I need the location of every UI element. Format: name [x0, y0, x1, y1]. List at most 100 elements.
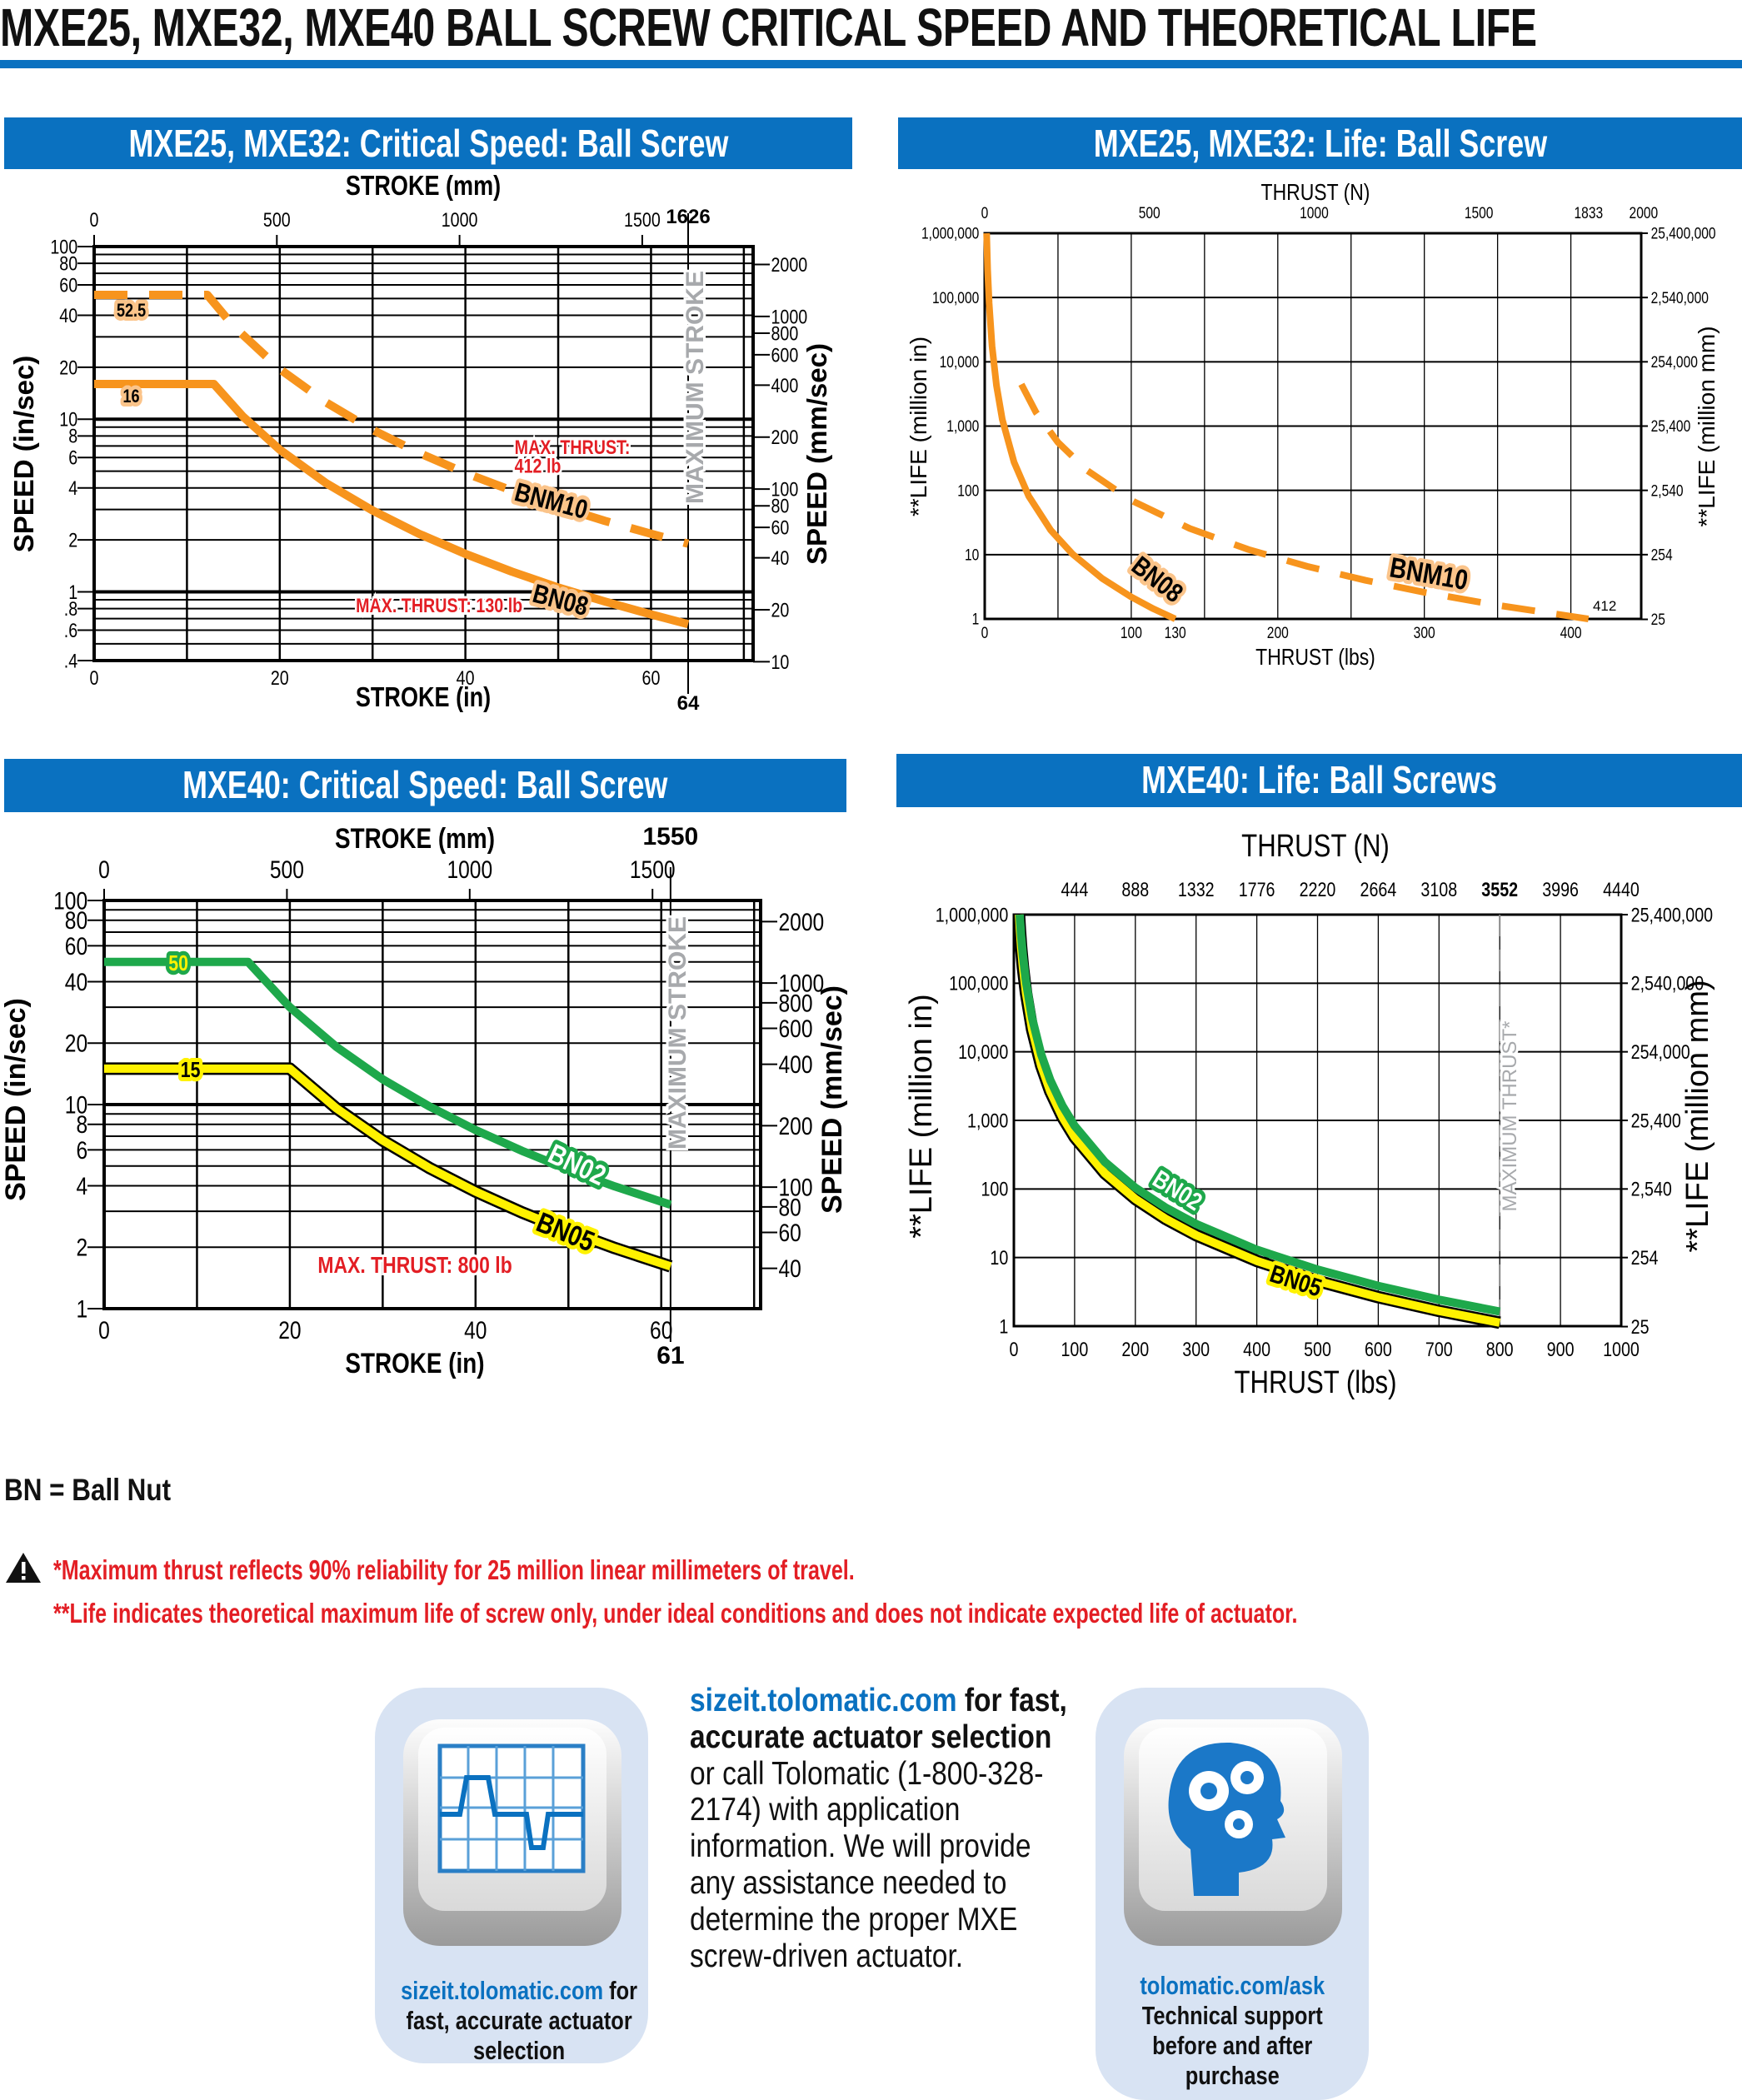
- y2-tick-label: 25: [1631, 1315, 1650, 1338]
- series-label-bn08: BN08: [530, 580, 591, 622]
- x-tick-label: 900: [1547, 1338, 1575, 1360]
- sizeit-card[interactable]: sizeit.tolomatic.com for fast, accurate a…: [375, 1688, 648, 2065]
- y-tick-label: 2: [68, 529, 77, 551]
- x2-tick-label: 0: [98, 855, 110, 884]
- head-gears-keycap-icon: [1124, 1719, 1342, 1946]
- y2-tick-label: 40: [771, 546, 789, 569]
- x-tick-label: 130: [1165, 624, 1186, 642]
- x2-tick-label: 500: [1139, 204, 1161, 222]
- y-tick-label: 100,000: [932, 288, 979, 307]
- y2-tick-label: 400: [771, 374, 798, 397]
- y2-tick-label: 25,400: [1651, 417, 1691, 436]
- x-tick-label: 200: [1121, 1338, 1149, 1360]
- chart-tr: 0 100 130 200 300 400 0 500 1000 1500 1833 2000 1,00…: [906, 180, 1720, 671]
- x-axis-title: THRUST (lbs): [1255, 645, 1375, 671]
- x2-tick-label: 1833: [1575, 204, 1604, 222]
- x2-tick-label: 1500: [1465, 204, 1494, 222]
- plateau-label-bnm10: 52.5: [117, 301, 146, 321]
- x-tick-label: 40: [457, 666, 475, 689]
- ball-nut-legend-text: BN = Ball Nut: [4, 1473, 172, 1507]
- y-tick-label: 1,000,000: [936, 904, 1009, 926]
- x2-tick-label: 0: [90, 208, 99, 231]
- y2-tick-label: 254,000: [1651, 352, 1698, 371]
- x2-tick-label: 4440: [1603, 878, 1640, 900]
- x-tick-label: 0: [1010, 1338, 1019, 1360]
- y-tick-label: 2: [76, 1233, 87, 1261]
- series-line-bn08: [94, 380, 690, 629]
- support-card[interactable]: tolomatic.com/ask Technical support before…: [1096, 1688, 1369, 2100]
- y2-tick-label: 25,400,000: [1631, 904, 1713, 926]
- y-tick-label: 8: [76, 1110, 87, 1139]
- series-line-bn05: [104, 1064, 672, 1271]
- y2-tick-label: 1000: [771, 305, 807, 327]
- y2-tick-label: 20: [771, 599, 789, 621]
- x2-tick-label: 1776: [1239, 878, 1275, 900]
- x2-tick-label: 1500: [630, 855, 676, 884]
- y-tick-label: 4: [76, 1172, 87, 1200]
- panel-header-mxe25-life: MXE25, MXE32: Life: Ball Screw: [898, 117, 1742, 169]
- x2-tick-label: 888: [1121, 878, 1149, 900]
- y2-tick-label: 2,540: [1631, 1178, 1672, 1200]
- x-tick-label: 40: [464, 1316, 487, 1344]
- x-axis-title: STROKE (in): [345, 1347, 484, 1379]
- y2-tick-label: 25,400: [1631, 1110, 1681, 1132]
- x-tick-label: 500: [1304, 1338, 1331, 1360]
- x-axis-title: THRUST (lbs): [1235, 1365, 1397, 1400]
- max-marker-bottom-label: 64: [677, 692, 700, 715]
- y2-tick-label: 100: [771, 478, 798, 501]
- x-tick-label: 400: [1243, 1338, 1270, 1360]
- x2-tick-label: 1000: [442, 208, 478, 231]
- panel-header-mxe25-speed: MXE25, MXE32: Critical Speed: Ball Screw: [4, 117, 852, 169]
- x-tick-label: 200: [1267, 624, 1289, 642]
- card-text: for: [603, 1976, 638, 2005]
- tick-labels: 0 20 40 600 500 1000 1500100806040201086421.8.…: [50, 208, 807, 689]
- max-thrust-label-bn08: MAX. THRUST: 130 lb: [356, 594, 522, 616]
- panel-header-mxe40-life: MXE40: Life: Ball Screws: [896, 754, 1742, 807]
- y-tick-label: 4: [68, 476, 77, 499]
- y-tick-label: 20: [65, 1029, 87, 1057]
- y-axis-title: SPEED (in/sec): [8, 356, 39, 553]
- chart-br: MAXIMUM THRUST* 0 100 200 300 400 500 600 700 800…: [904, 829, 1715, 1400]
- page-title-text: MXE25, MXE32, MXE40 BALL SCREW CRITICAL …: [0, 0, 1537, 57]
- note-text: *Maximum thrust reflects 90% reliability…: [53, 1554, 855, 1585]
- life-note: **Life indicates theoretical maximum lif…: [53, 1598, 1690, 1629]
- plateau-label-bn05: 15: [181, 1058, 201, 1083]
- sizeit-link[interactable]: sizeit.tolomatic.com: [690, 1683, 957, 1718]
- x2-tick-label: 3552: [1481, 878, 1518, 900]
- title-divider: [0, 60, 1742, 68]
- sizing-chart-keycap-icon: [403, 1719, 621, 1946]
- y-tick-label: 1,000: [946, 417, 979, 436]
- y2-tick-label: 254: [1631, 1246, 1659, 1269]
- y2-tick-label: 400: [778, 1050, 812, 1079]
- y-tick-label: 100: [53, 886, 87, 915]
- sizeit-link[interactable]: sizeit.tolomatic.com: [401, 1976, 604, 2005]
- x-tick-label: 300: [1182, 1338, 1210, 1360]
- y-tick-label: 10: [990, 1246, 1008, 1269]
- x-tick-label: 20: [278, 1316, 301, 1344]
- y-tick-label: 6: [68, 446, 77, 469]
- y-axis-title: SPEED (in/sec): [0, 998, 32, 1201]
- y2-axis-title: **LIFE (million mm): [1694, 326, 1720, 526]
- x2-tick-label: 3108: [1420, 878, 1457, 900]
- y-tick-label: 100,000: [949, 972, 1008, 995]
- max-thrust-value: 412 lb: [515, 455, 562, 477]
- y2-tick-label: 60: [771, 516, 789, 539]
- x2-tick-label: 500: [263, 208, 291, 231]
- x2-tick-label: 1500: [624, 208, 661, 231]
- max-marker-label: MAXIMUM STROKE: [664, 916, 691, 1150]
- y2-tick-label: 25: [1651, 611, 1665, 629]
- x-tick-label: 800: [1486, 1338, 1514, 1360]
- y-tick-label: 1: [999, 1315, 1008, 1338]
- y2-tick-label: 254,000: [1631, 1040, 1690, 1063]
- y-axis-title: **LIFE (million in): [904, 994, 939, 1239]
- x-axis-title: STROKE (in): [356, 683, 491, 713]
- x2-axis-title: THRUST (N): [1261, 180, 1370, 206]
- x2-axis-title: STROKE (mm): [335, 822, 495, 854]
- panel-header-mxe40-speed: MXE40: Critical Speed: Ball Screw: [4, 759, 846, 812]
- y-tick-label: .6: [64, 619, 77, 641]
- ask-link[interactable]: tolomatic.com/ask: [1140, 1971, 1325, 2000]
- panel-header-text: MXE25, MXE32: Critical Speed: Ball Screw: [128, 122, 728, 165]
- y2-tick-label: 80: [771, 495, 789, 517]
